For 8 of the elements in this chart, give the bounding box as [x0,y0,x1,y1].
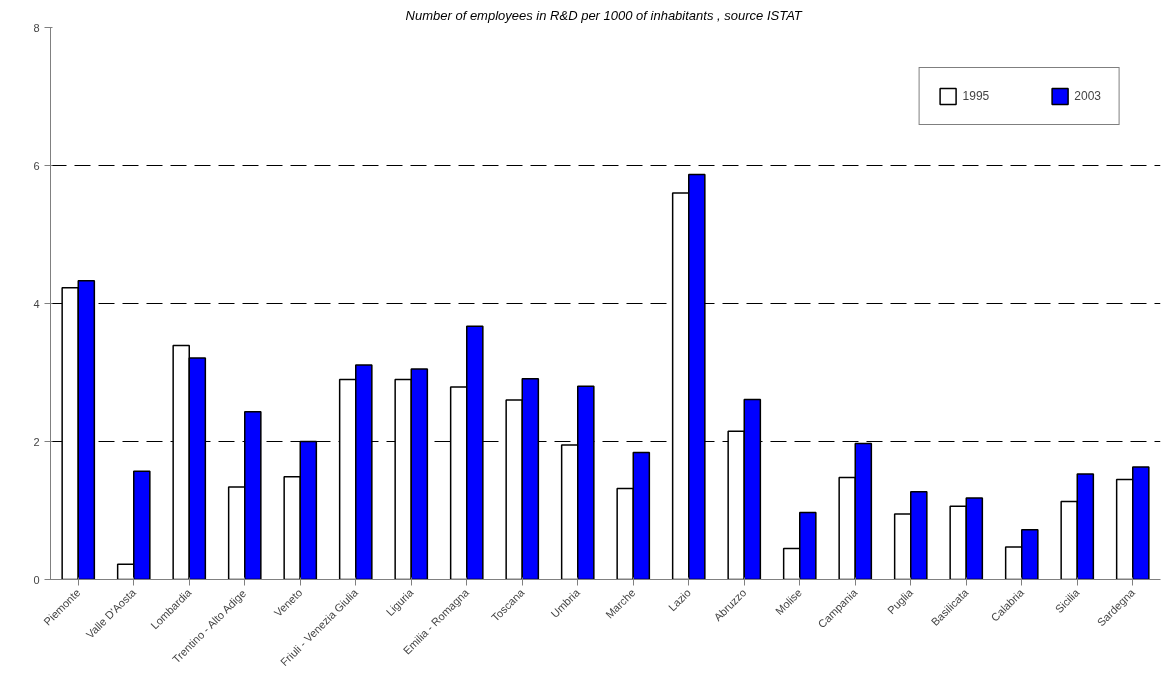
y-tick-label: 6 [33,159,40,172]
y-tick-label: 4 [33,297,40,310]
y-tick-label: 8 [33,21,40,34]
chart-title: Number of employees in R&D per 1000 of inhabitants , source ISTAT [405,7,803,23]
legend-label: 2003 [1074,89,1101,103]
legend-label: 1995 [962,89,990,103]
y-tick-label: 2 [33,435,40,448]
y-tick-label: 0 [33,573,40,586]
